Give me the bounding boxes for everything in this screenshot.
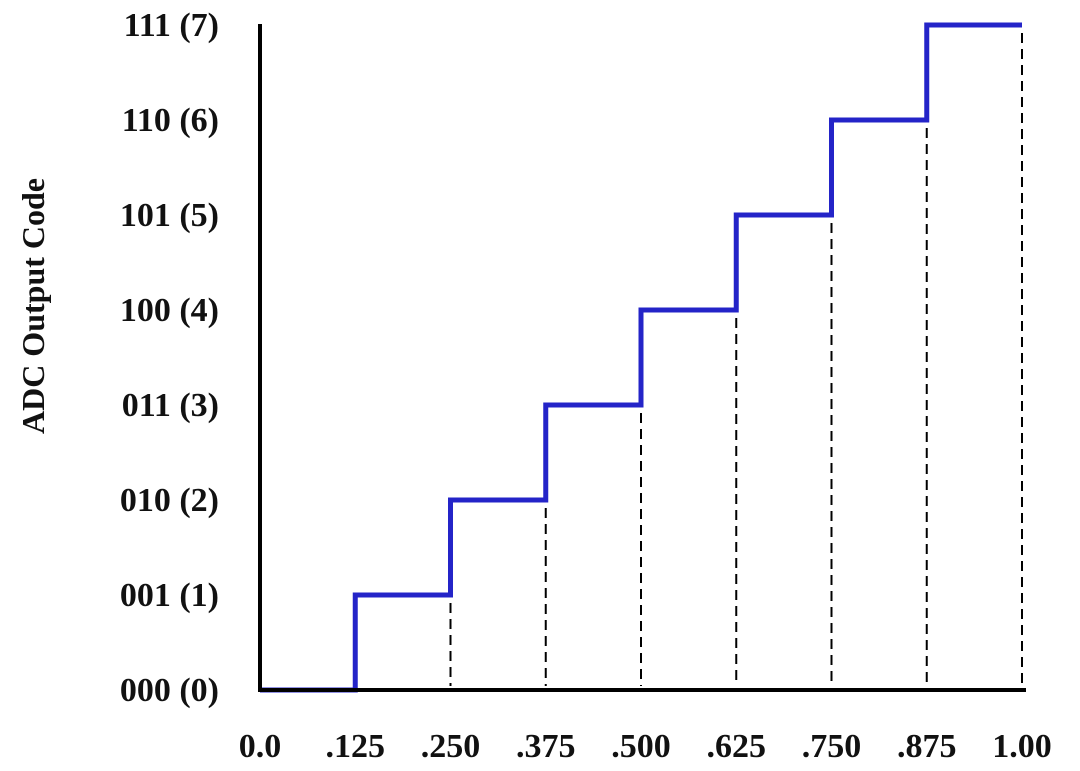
x-tick-labels: 0.0 .125 .250 .375 .500 .625 .750 .875 1.00 [239,728,1052,765]
x-tick-label: .625 [707,728,767,765]
y-tick-label: 100 (4) [120,292,219,329]
reference-lines [449,33,1023,686]
x-tick-label: .250 [421,728,481,765]
x-tick-label: .500 [611,728,671,765]
y-tick-label: 001 (1) [120,577,219,614]
y-axis-title: ADC Output Code [15,178,51,434]
y-tick-label: 110 (6) [122,102,219,139]
series-line [260,22,1022,693]
y-tick-label: 101 (5) [120,197,219,234]
series-layer [260,22,1022,693]
x-tick-label: .875 [897,728,957,765]
y-tick-label: 010 (2) [120,482,219,519]
x-tick-label: .750 [802,728,862,765]
x-tick-label: .375 [516,728,576,765]
y-tick-label: 111 (7) [124,7,219,44]
y-tick-label: 000 (0) [120,672,219,709]
x-tick-label: .125 [326,728,386,765]
x-tick-label: 1.00 [992,728,1052,765]
x-tick-label: 0.0 [239,728,282,765]
y-tick-labels: 000 (0) 001 (1) 010 (2) 011 (3) 100 (4) 101 (… [120,7,219,709]
y-tick-label: 011 (3) [122,387,219,424]
